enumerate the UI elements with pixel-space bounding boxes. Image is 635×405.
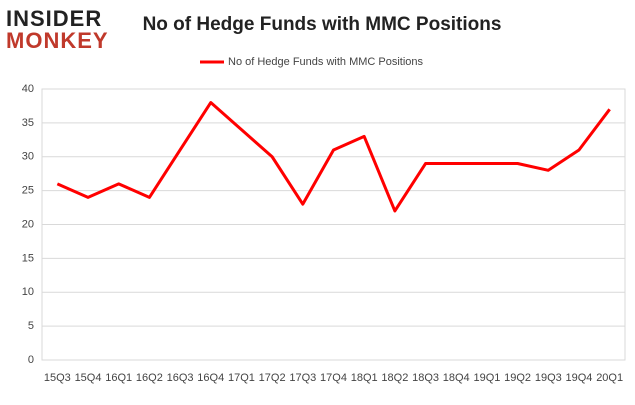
series-line [56, 101, 611, 213]
logo-top: INSIDER [6, 6, 102, 31]
x-tick-label: 19Q3 [535, 372, 562, 384]
y-tick-label: 20 [22, 218, 34, 230]
y-tick-label: 10 [22, 286, 34, 298]
y-tick-label: 35 [22, 117, 34, 129]
x-tick-label: 17Q3 [289, 372, 316, 384]
y-tick-label: 0 [28, 354, 34, 366]
x-tick-label: 19Q2 [504, 372, 531, 384]
x-tick-label: 16Q3 [167, 372, 194, 384]
legend-label: No of Hedge Funds with MMC Positions [228, 56, 424, 68]
x-tick-label: 19Q1 [473, 372, 500, 384]
x-tick-label: 18Q4 [443, 372, 470, 384]
x-tick-label: 18Q3 [412, 372, 439, 384]
x-tick-label: 17Q2 [259, 372, 286, 384]
x-tick-label: 18Q1 [351, 372, 378, 384]
x-tick-label: 15Q3 [44, 372, 71, 384]
x-tick-label: 16Q4 [197, 372, 224, 384]
y-tick-label: 40 [22, 83, 34, 95]
x-tick-label: 15Q4 [75, 372, 102, 384]
x-tick-label: 16Q2 [136, 372, 163, 384]
y-tick-label: 30 [22, 151, 34, 163]
logo-bottom: MONKEY [6, 28, 109, 53]
x-tick-label: 19Q4 [566, 372, 593, 384]
chart-title: No of Hedge Funds with MMC Positions [143, 14, 502, 35]
x-tick-label: 18Q2 [381, 372, 408, 384]
y-tick-label: 5 [28, 320, 34, 332]
y-tick-label: 25 [22, 185, 34, 197]
x-tick-label: 17Q1 [228, 372, 255, 384]
x-tick-label: 17Q4 [320, 372, 347, 384]
y-tick-label: 15 [22, 252, 34, 264]
x-tick-label: 16Q1 [105, 372, 132, 384]
x-tick-label: 20Q1 [596, 372, 623, 384]
